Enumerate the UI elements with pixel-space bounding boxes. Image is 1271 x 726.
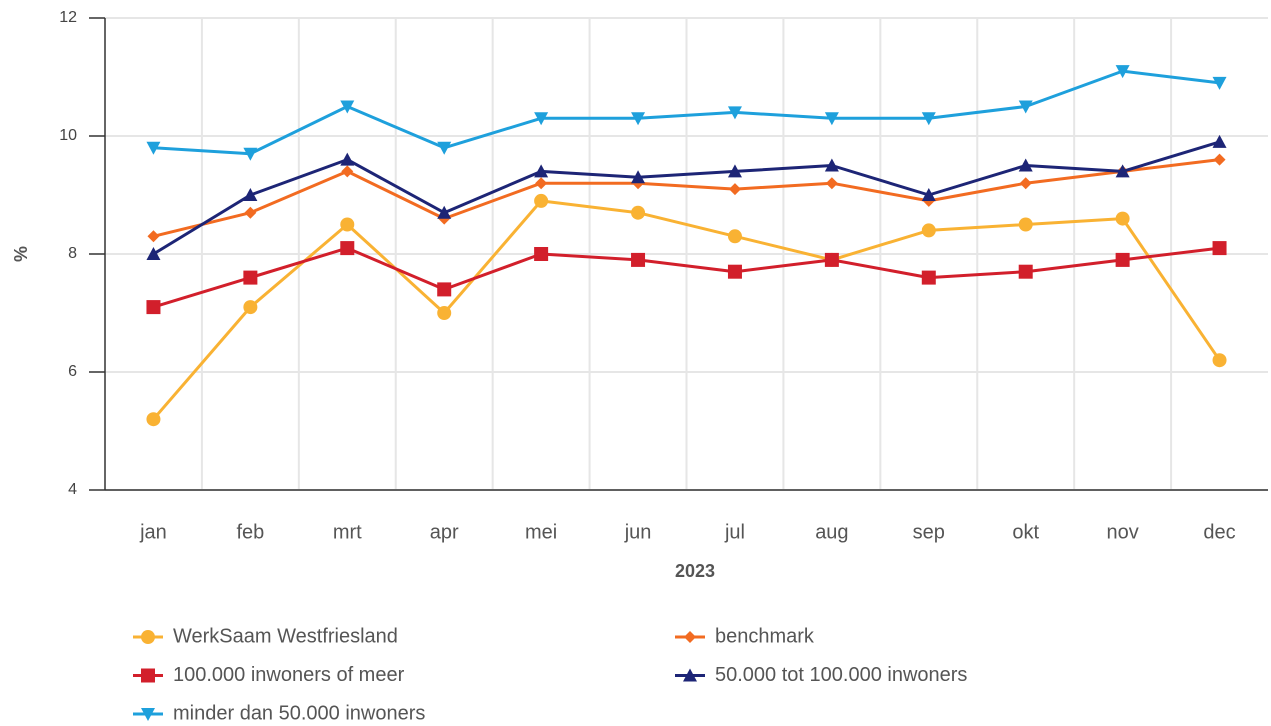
data-point <box>1115 252 1130 267</box>
series-line <box>152 199 1221 421</box>
legend-marker <box>141 708 155 721</box>
data-point <box>727 264 742 279</box>
data-point <box>921 188 936 201</box>
data-point <box>437 141 452 155</box>
data-point <box>1115 211 1130 226</box>
data-point <box>728 183 741 196</box>
data-point <box>921 223 936 238</box>
data-point <box>534 247 549 261</box>
data-point <box>437 205 452 219</box>
data-point <box>921 112 936 126</box>
x-tick-label: mei <box>525 521 557 543</box>
data-point <box>340 152 355 166</box>
data-point <box>243 300 258 315</box>
data-point <box>437 282 452 297</box>
y-tick-label: 8 <box>68 245 77 262</box>
data-point <box>244 206 257 219</box>
data-point <box>243 147 258 161</box>
data-point <box>1212 76 1227 90</box>
data-point <box>825 177 838 190</box>
data-point <box>535 177 548 190</box>
data-point <box>921 270 936 285</box>
x-axis-title: 2023 <box>675 561 715 581</box>
data-point <box>147 230 160 243</box>
data-point <box>1115 65 1130 79</box>
data-point <box>243 188 258 201</box>
y-tick-label: 4 <box>68 481 77 498</box>
x-tick-label: dec <box>1203 521 1235 543</box>
data-point <box>1018 158 1033 172</box>
legend-label: 100.000 inwoners of meer <box>173 664 405 686</box>
x-tick-label: jan <box>139 521 167 543</box>
series-line <box>153 158 1220 238</box>
data-point <box>1019 177 1032 190</box>
data-point <box>243 270 258 285</box>
legend-label: WerkSaam Westfriesland <box>173 625 398 647</box>
legend-marker <box>141 630 155 644</box>
data-point <box>1018 264 1033 279</box>
y-tick-label: 10 <box>59 127 77 144</box>
data-point <box>1212 241 1227 256</box>
data-point <box>631 112 646 126</box>
data-point <box>340 217 355 232</box>
series-line <box>153 69 1220 156</box>
data-point <box>1212 134 1227 148</box>
data-point <box>727 164 742 178</box>
data-point <box>727 229 742 244</box>
data-point <box>1115 164 1130 178</box>
data-point <box>1212 353 1227 368</box>
x-tick-label: nov <box>1107 521 1139 543</box>
x-tick-label: sep <box>913 521 945 543</box>
data-point <box>146 412 161 427</box>
x-tick-label: apr <box>430 521 459 543</box>
y-axis-title: % <box>11 246 31 262</box>
data-point <box>146 247 161 260</box>
legend-marker <box>684 631 696 643</box>
data-point <box>1018 217 1033 232</box>
series-line <box>152 140 1220 256</box>
x-tick-label: aug <box>815 521 848 543</box>
data-point <box>437 306 452 320</box>
data-point <box>146 141 161 155</box>
data-point <box>341 165 354 178</box>
data-point <box>534 164 549 178</box>
legend-label: minder dan 50.000 inwoners <box>173 702 425 724</box>
data-point <box>534 112 549 126</box>
data-point <box>631 205 646 220</box>
data-point <box>631 170 646 184</box>
x-tick-label: jul <box>724 521 745 543</box>
data-point <box>824 158 839 172</box>
legend-marker <box>683 668 697 682</box>
data-point <box>631 252 646 267</box>
data-point <box>340 100 355 114</box>
data-point <box>824 112 839 126</box>
data-point <box>727 106 742 120</box>
legend-label: 50.000 tot 100.000 inwoners <box>715 664 967 686</box>
data-point <box>146 300 161 315</box>
x-tick-label: okt <box>1012 521 1039 543</box>
x-tick-label: mrt <box>333 521 362 543</box>
series-line <box>153 246 1220 309</box>
data-point <box>534 193 549 208</box>
data-point <box>1018 100 1033 114</box>
y-tick-label: 12 <box>59 9 77 26</box>
data-point <box>340 241 355 256</box>
x-tick-label: feb <box>236 521 264 543</box>
x-tick-label: jun <box>624 521 652 543</box>
legend-marker <box>141 668 155 683</box>
data-point <box>1213 153 1226 166</box>
data-point <box>824 252 839 267</box>
legend-label: benchmark <box>715 625 815 647</box>
y-tick-label: 6 <box>68 363 77 380</box>
